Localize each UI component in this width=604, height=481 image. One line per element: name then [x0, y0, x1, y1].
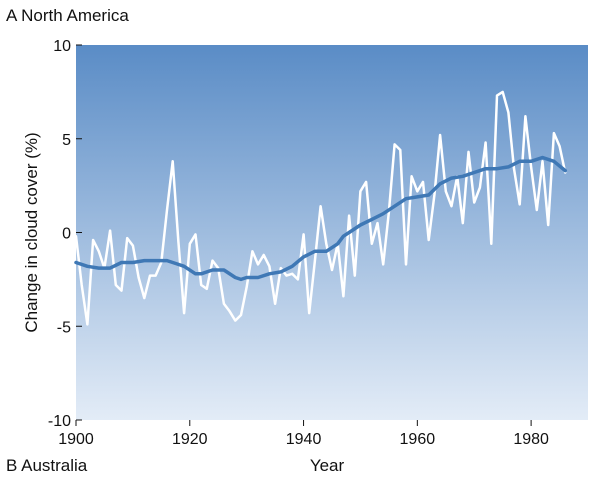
x-tick-label: 1940 — [286, 431, 322, 448]
y-tick-label: 5 — [62, 132, 71, 149]
x-tick-label: 1900 — [58, 431, 94, 448]
y-tick-label: 0 — [62, 226, 71, 243]
plot-area — [76, 45, 588, 420]
raw-series-line — [74, 90, 567, 326]
y-tick-label: -5 — [57, 319, 71, 336]
y-tick-label: -10 — [48, 413, 71, 430]
x-tick-label: 1980 — [513, 431, 549, 448]
y-axis-title: Change in cloud cover (%) — [22, 132, 41, 332]
panel-label-a: A North America — [6, 6, 129, 25]
x-tick-label: 1920 — [172, 431, 208, 448]
smoothed-series-line — [74, 155, 567, 282]
x-axis-title: Year — [310, 456, 345, 475]
x-tick-label: 1960 — [400, 431, 436, 448]
y-tick-label: 10 — [53, 38, 71, 55]
panel-label-b: B Australia — [6, 456, 88, 475]
